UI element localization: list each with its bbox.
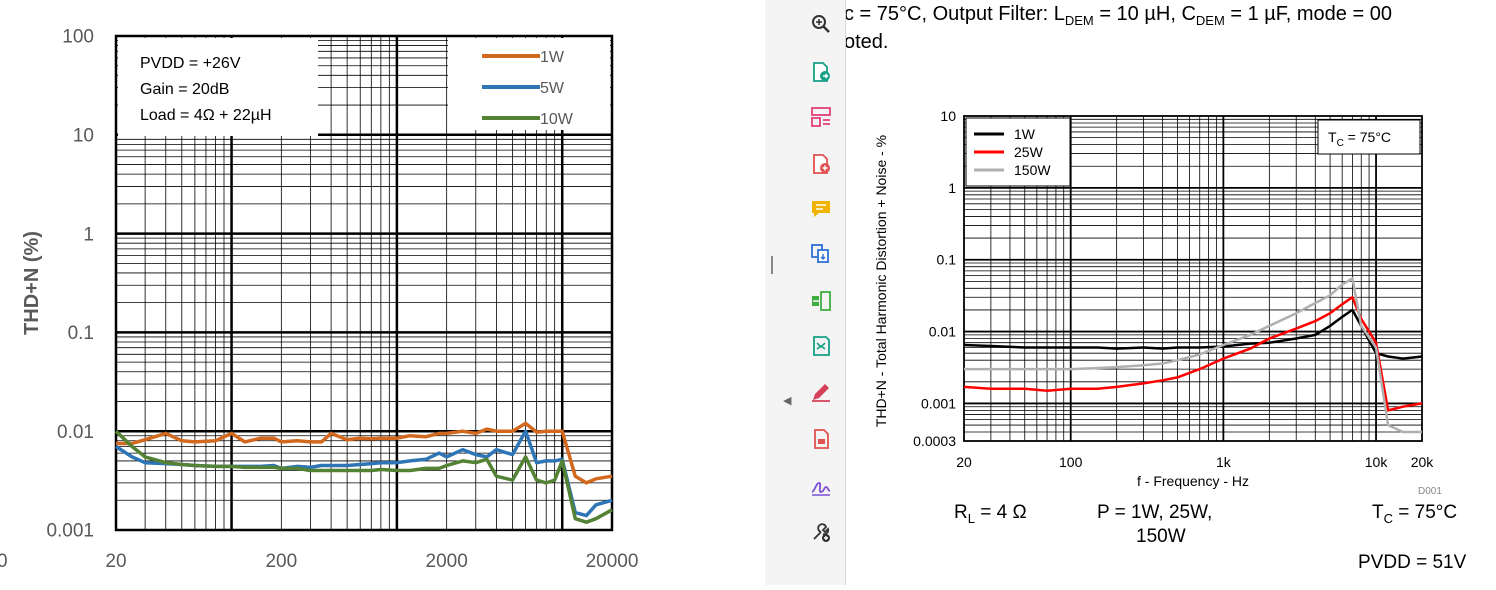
legend-label: 1W bbox=[540, 49, 565, 66]
legend-label: 1W bbox=[1014, 126, 1036, 142]
x-tick-label: 100 bbox=[1059, 454, 1083, 470]
series-line-1W bbox=[116, 421, 613, 485]
x-tick-label: 200 bbox=[265, 551, 297, 572]
create-pdf-icon[interactable] bbox=[807, 150, 835, 178]
left-chart-pane: 20 200 2000 20000 0.001 0.01 0.1 1 10 100 PVDD = +… bbox=[0, 26, 639, 572]
series-line-10W bbox=[114, 429, 613, 524]
tc-value: = 75°C bbox=[1344, 129, 1391, 145]
x-tick-label: 1k bbox=[1216, 454, 1232, 470]
legend-label: 10W bbox=[540, 111, 574, 128]
x-tick-label: 20 bbox=[956, 454, 972, 470]
condition-line: Load = 4Ω + 22µH bbox=[140, 107, 272, 124]
y-tick-label: 0.1 bbox=[937, 252, 957, 268]
legend-label: 25W bbox=[1014, 144, 1044, 160]
y-tick-label: 0.01 bbox=[57, 422, 94, 443]
extract-pages-icon[interactable] bbox=[807, 287, 835, 315]
splitter-grip[interactable] bbox=[771, 256, 773, 274]
y-tick-label: 1 bbox=[83, 224, 94, 245]
tools-sidebar bbox=[797, 0, 846, 585]
y-tick-label: 0.001 bbox=[921, 395, 956, 411]
zoom-icon[interactable] bbox=[807, 10, 835, 38]
collapse-arrow-icon[interactable]: ◀ bbox=[783, 395, 792, 407]
plot-border bbox=[963, 115, 1423, 442]
x-tick-label: 20 bbox=[105, 551, 126, 572]
legend-box bbox=[448, 38, 610, 130]
fill-sign-icon[interactable] bbox=[807, 378, 835, 406]
y-tick-label: 10 bbox=[940, 108, 956, 124]
legend-label: 5W bbox=[540, 80, 565, 97]
series-line-150W bbox=[964, 277, 1422, 434]
y-tick-label: 0.1 bbox=[68, 323, 94, 344]
x-tick-label: 20k bbox=[1411, 454, 1435, 470]
pvdd-caption: PVDD = 51V bbox=[1358, 552, 1467, 573]
doc-header-line-1: c = 75°C, Output Filter: LDEM = 10 µH, C… bbox=[846, 3, 1392, 28]
y-axis-label: THD+N - Total Harmonic Distortion + Nois… bbox=[873, 135, 889, 427]
rl-caption: RL = 4 Ω bbox=[954, 502, 1027, 526]
doc-header-line-2: oted. bbox=[846, 31, 889, 53]
figure-code: D001 bbox=[1418, 486, 1442, 497]
condition-line: Gain = 20dB bbox=[140, 81, 229, 98]
power-caption-line-2: 150W bbox=[1136, 526, 1186, 547]
x-tick-label: 10k bbox=[1365, 454, 1389, 470]
x-tick-label: 2000 bbox=[426, 551, 468, 572]
plot-border bbox=[114, 34, 614, 532]
more-tools-icon[interactable] bbox=[807, 518, 835, 546]
comment-icon[interactable] bbox=[807, 195, 835, 223]
sign-icon[interactable] bbox=[807, 472, 835, 500]
y-tick-label: 0.01 bbox=[929, 323, 956, 339]
x-tick-label: 20000 bbox=[586, 551, 639, 572]
y-axis-label: THD+N (%) bbox=[21, 231, 43, 335]
series-line-25W bbox=[963, 296, 1423, 412]
y-tick-label: 10 bbox=[73, 125, 94, 146]
compress-icon[interactable] bbox=[807, 332, 835, 360]
pane-divider[interactable] bbox=[765, 0, 797, 585]
combine-files-icon[interactable] bbox=[807, 240, 835, 268]
clipped-x-tick: 0 bbox=[0, 551, 8, 572]
legend-label: 150W bbox=[1014, 162, 1051, 178]
y-tick-label: 0.001 bbox=[46, 521, 94, 542]
y-tick-label: 1 bbox=[948, 180, 956, 196]
tc-subscript: C bbox=[1337, 138, 1344, 149]
condition-line: PVDD = +26V bbox=[140, 55, 241, 72]
edit-pdf-icon[interactable] bbox=[807, 425, 835, 453]
export-pdf-icon[interactable] bbox=[807, 58, 835, 86]
y-tick-label: 100 bbox=[62, 27, 94, 48]
power-caption: P = 1W, 25W, bbox=[1097, 502, 1213, 523]
tc-annotation: TC = 75°C bbox=[1328, 129, 1391, 149]
right-thd-chart: 20 100 1k 10k 20k 0.0003 0.001 0.01 0.1 1 10 1W 25W 1… bbox=[873, 108, 1442, 497]
document-pane: c = 75°C, Output Filter: LDEM = 10 µH, C… bbox=[846, 0, 1496, 585]
y-tick-label: 0.0003 bbox=[913, 433, 956, 449]
tc-caption: TC = 75°C bbox=[1372, 502, 1458, 526]
organize-pages-icon[interactable] bbox=[807, 103, 835, 131]
left-thd-chart: 20 200 2000 20000 0.001 0.01 0.1 1 10 100 PVDD = +… bbox=[0, 27, 639, 572]
conditions-box bbox=[118, 38, 318, 136]
tc-box bbox=[1317, 119, 1421, 155]
x-axis-label: f - Frequency - Hz bbox=[1137, 473, 1249, 489]
